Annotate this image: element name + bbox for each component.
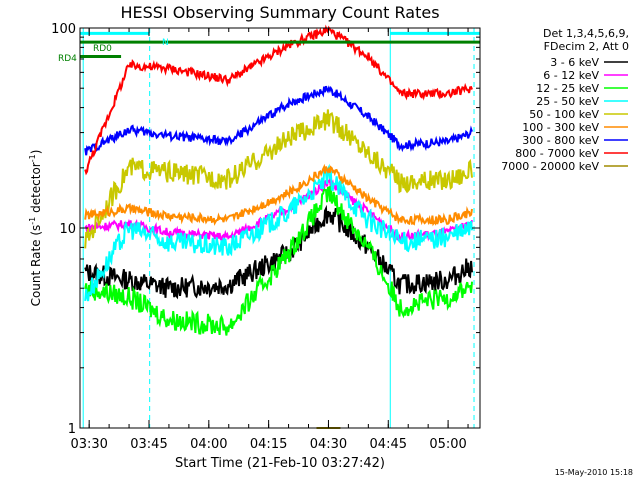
legend-header-line2: FDecim 2, Att 0 bbox=[544, 40, 629, 53]
y-axis-label-main: Count Rate (s bbox=[29, 225, 43, 307]
bar-label-rd0: RD0 bbox=[93, 44, 112, 54]
plot-area: N RD0 RD4 bbox=[58, 24, 480, 429]
y-tick-label: 100 bbox=[51, 22, 76, 37]
y-axis-label: Count Rate (s-1 detector-1) bbox=[28, 150, 43, 307]
y-axis-label-sup2: -1 bbox=[28, 154, 37, 162]
series-line-6 bbox=[84, 85, 473, 156]
legend-label-0: 3 - 6 keV bbox=[550, 56, 599, 69]
y-axis-label-end: ) bbox=[29, 150, 43, 155]
legend-label-3: 25 - 50 keV bbox=[536, 95, 599, 108]
x-tick-label: 04:15 bbox=[250, 437, 287, 452]
x-tick-label: 04:45 bbox=[370, 437, 407, 452]
legend-label-8: 7000 - 20000 keV bbox=[501, 160, 599, 173]
series-line-4 bbox=[84, 109, 473, 249]
series-line-7 bbox=[84, 24, 473, 176]
x-axis-label: Start Time (21-Feb-10 03:27:42) bbox=[175, 456, 385, 471]
series-line-3 bbox=[84, 163, 473, 302]
chart-title: HESSI Observing Summary Count Rates bbox=[120, 3, 439, 22]
series-line-1 bbox=[84, 176, 473, 245]
series-line-5 bbox=[84, 163, 473, 227]
legend-label-6: 300 - 800 keV bbox=[522, 134, 599, 147]
bar-label-rd4: RD4 bbox=[58, 54, 77, 64]
axis-ticks: 1 10 100 03:30 03:45 04:00 04:15 04:30 04:45 05:0… bbox=[51, 22, 480, 452]
y-axis-label-sup: -1 bbox=[28, 217, 37, 225]
x-tick-label: 04:30 bbox=[310, 437, 347, 452]
y-tick-label: 10 bbox=[59, 222, 76, 237]
y-tick-label: 1 bbox=[68, 422, 76, 437]
timestamp: 15-May-2010 15:18 bbox=[555, 468, 633, 477]
x-tick-label: 04:00 bbox=[190, 437, 227, 452]
bar-label-n: N bbox=[162, 38, 169, 48]
legend-label-5: 100 - 300 keV bbox=[522, 121, 599, 134]
legend-label-4: 50 - 100 keV bbox=[529, 108, 599, 121]
legend-label-2: 12 - 25 keV bbox=[536, 82, 599, 95]
legend-label-7: 800 - 7000 keV bbox=[515, 147, 599, 160]
y-axis-label-rest: detector bbox=[29, 162, 43, 217]
x-tick-label: 03:45 bbox=[130, 437, 167, 452]
x-tick-label: 05:00 bbox=[429, 437, 466, 452]
series-line-2 bbox=[84, 185, 473, 336]
legend-label-1: 6 - 12 keV bbox=[543, 69, 599, 82]
legend: Det 1,3,4,5,6,9, FDecim 2, Att 0 3 - 6 k… bbox=[501, 27, 629, 173]
x-tick-label: 03:30 bbox=[70, 437, 107, 452]
legend-header-line1: Det 1,3,4,5,6,9, bbox=[543, 27, 629, 40]
